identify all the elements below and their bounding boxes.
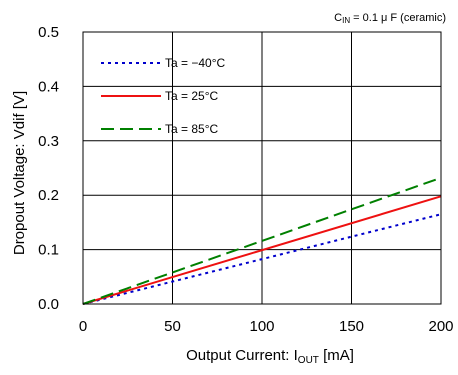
- legend-label: Ta = 25°C: [165, 89, 218, 103]
- plot-area-frame: [82, 31, 442, 305]
- y-tick-label: 0.4: [38, 78, 59, 95]
- series-line: [82, 195, 442, 305]
- legend-label: Ta = 85°C: [165, 122, 218, 136]
- x-tick-label: 0: [79, 318, 87, 335]
- y-tick-label: 0.3: [38, 133, 59, 150]
- x-tick-label: 200: [428, 318, 453, 335]
- y-tick-label: 0.2: [38, 187, 59, 204]
- x-tick-label: 50: [164, 318, 181, 335]
- series-line: [82, 213, 442, 305]
- input-capacitor-annotation: CIN = 0.1 μ F (ceramic): [334, 12, 446, 25]
- x-axis-title: Output Current: IOUT [mA]: [186, 347, 354, 366]
- x-tick-label: 150: [339, 318, 364, 335]
- y-tick-label: 0.1: [38, 242, 59, 259]
- y-tick-label: 0.5: [38, 24, 59, 41]
- y-axis-title: Dropout Voltage: Vdif [V]: [11, 91, 28, 255]
- x-tick-label: 100: [249, 318, 274, 335]
- series-line: [82, 176, 442, 305]
- y-tick-label: 0.0: [38, 296, 59, 313]
- legend-label: Ta = −40°C: [165, 56, 226, 70]
